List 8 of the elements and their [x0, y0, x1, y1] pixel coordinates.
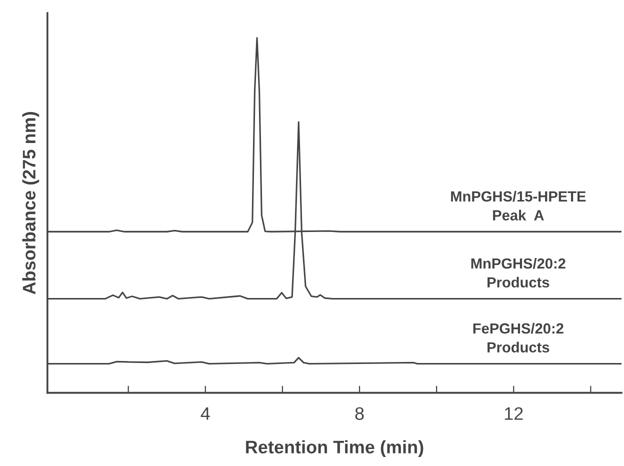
y-axis-title: Absorbance (275 nm)	[22, 112, 40, 294]
series-label: FePGHS/20:2 Products	[473, 322, 564, 353]
x-tick-label: 12	[504, 407, 523, 420]
x-tick-label: 8	[355, 407, 364, 420]
series-label: MnPGHS/20:2 Products	[471, 258, 566, 288]
series-label: MnPGHS/15-HPETE Peak A	[451, 190, 586, 220]
x-tick-label: 4	[200, 407, 210, 420]
x-axis-title: Retention Time (min)	[246, 440, 424, 458]
